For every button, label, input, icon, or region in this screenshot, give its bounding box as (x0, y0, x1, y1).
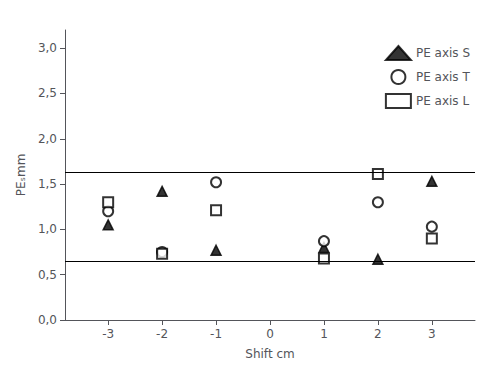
svg-text:0,5: 0,5 (38, 268, 57, 282)
svg-text:PEₛmm: PEₛmm (14, 154, 28, 197)
svg-text:2: 2 (374, 327, 382, 341)
svg-text:3: 3 (428, 327, 436, 341)
svg-text:0: 0 (266, 327, 274, 341)
svg-text:1,0: 1,0 (38, 222, 57, 236)
svg-text:PE axis L: PE axis L (416, 94, 469, 108)
svg-text:-3: -3 (102, 327, 114, 341)
svg-text:-2: -2 (156, 327, 168, 341)
svg-text:2,5: 2,5 (38, 86, 57, 100)
svg-text:PE axis T: PE axis T (416, 70, 470, 84)
svg-text:2,0: 2,0 (38, 132, 57, 146)
svg-text:1,5: 1,5 (38, 177, 57, 191)
svg-text:1: 1 (320, 327, 328, 341)
svg-text:3,0: 3,0 (38, 41, 57, 55)
svg-text:0,0: 0,0 (38, 313, 57, 327)
svg-text:-1: -1 (210, 327, 222, 341)
svg-text:Shift cm: Shift cm (245, 347, 294, 361)
svg-text:PE axis S: PE axis S (416, 46, 470, 60)
